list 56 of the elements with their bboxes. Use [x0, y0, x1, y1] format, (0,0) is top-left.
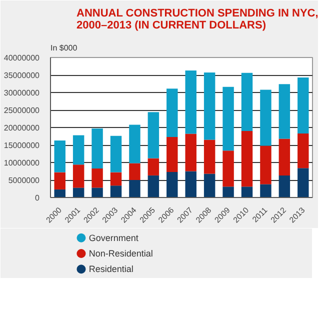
bar	[278, 175, 290, 198]
bar	[185, 70, 196, 134]
bar	[148, 112, 160, 158]
bar	[241, 186, 253, 198]
bar	[222, 150, 234, 187]
bar	[204, 72, 216, 140]
bar	[166, 136, 178, 172]
chart-title: ANNUAL CONSTRUCTION SPENDING IN NYC, 2000–2013 (IN CURRENT DOLLARS)	[76, 8, 318, 32]
bar	[54, 189, 66, 198]
bar	[72, 135, 84, 165]
bar	[92, 168, 103, 188]
legend-label: Non-Residential	[88, 248, 153, 258]
y-tick-label: 30000000	[4, 88, 40, 98]
bar	[54, 172, 66, 190]
bar	[110, 136, 122, 172]
bar	[241, 131, 253, 187]
legend-label: Government	[88, 232, 139, 243]
bar	[260, 146, 272, 184]
y-tick-label: 15000000	[4, 141, 40, 150]
bar	[72, 188, 84, 198]
bar	[72, 164, 84, 188]
bar	[110, 186, 122, 198]
bar	[148, 175, 160, 198]
bar	[129, 180, 140, 198]
bar	[185, 171, 196, 198]
bar	[298, 133, 309, 168]
bar	[204, 174, 216, 198]
bar	[129, 124, 140, 164]
bar	[298, 168, 309, 198]
bar	[129, 163, 140, 180]
y-tick-label: 20000000	[4, 124, 40, 132]
bar	[260, 90, 272, 146]
bar	[185, 134, 196, 172]
y-tick-label: 5000000	[8, 176, 40, 185]
bar	[92, 188, 103, 198]
bar	[92, 128, 103, 168]
bar	[222, 86, 234, 151]
bar	[298, 77, 309, 134]
bar	[166, 88, 178, 137]
bar	[278, 84, 290, 139]
bar	[54, 140, 66, 172]
y-axis-title: In $000	[50, 44, 78, 52]
bar	[278, 138, 290, 176]
bar	[222, 186, 234, 198]
legend-label: Residential	[88, 264, 134, 274]
y-tick-label: 10000000	[4, 158, 40, 168]
bar	[148, 158, 160, 176]
bar	[166, 172, 178, 198]
y-tick-label: 40000000	[4, 54, 40, 62]
bar	[110, 172, 122, 186]
bar	[241, 72, 253, 131]
bar	[204, 140, 216, 174]
bar	[260, 184, 272, 198]
y-tick-label: 35000000	[4, 71, 40, 80]
y-tick-label: 0	[35, 194, 40, 202]
y-tick-label: 25000000	[4, 106, 40, 115]
